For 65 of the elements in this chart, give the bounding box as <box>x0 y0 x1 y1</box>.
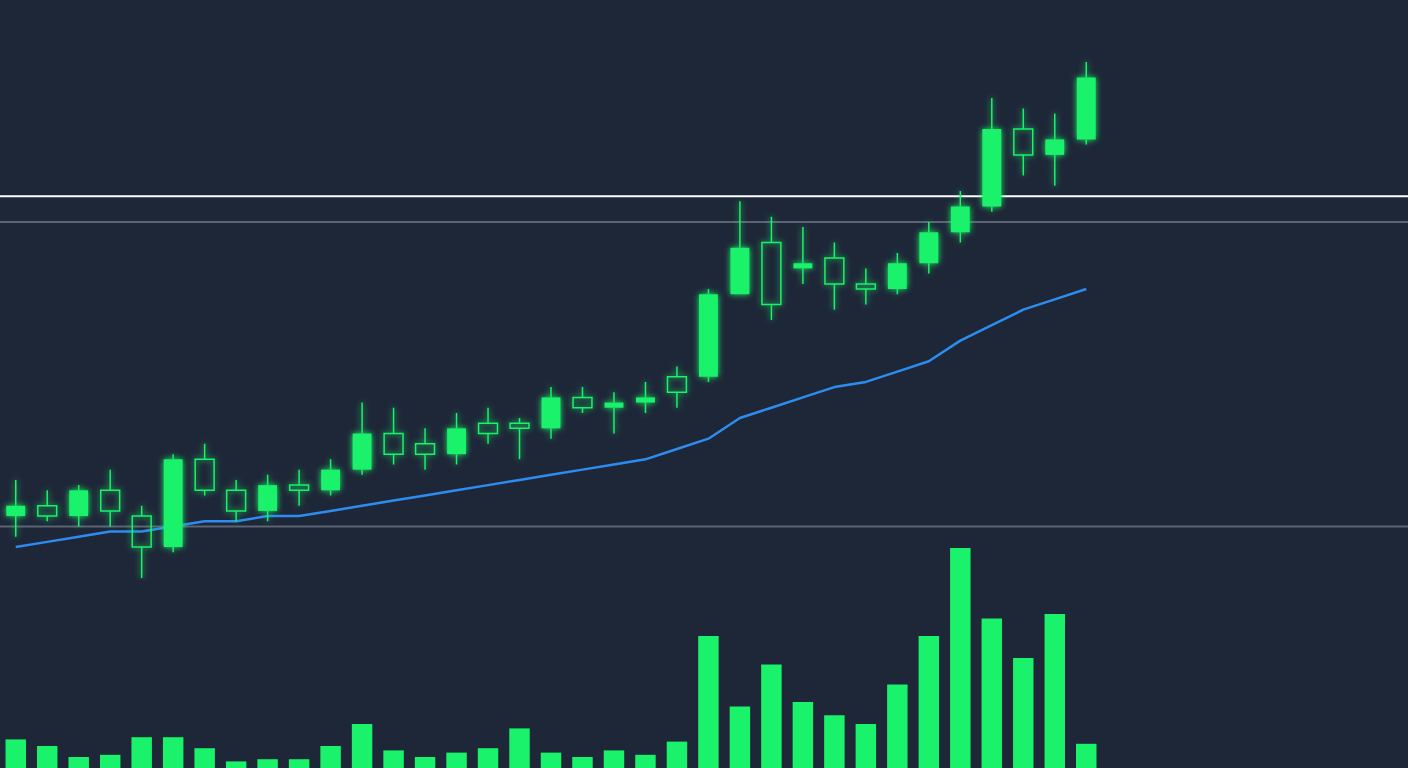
bar <box>698 636 719 768</box>
bar <box>194 748 215 768</box>
bar <box>477 748 499 768</box>
candlestick <box>666 365 688 409</box>
candlestick <box>824 241 845 311</box>
bar <box>414 757 436 768</box>
candlestick <box>950 190 970 244</box>
candlestick <box>541 386 561 440</box>
candlestick <box>352 401 372 476</box>
candlestick <box>100 468 121 528</box>
bar <box>5 739 26 768</box>
bar <box>887 684 908 768</box>
candlestick <box>225 479 247 522</box>
candlestick <box>1013 107 1034 177</box>
candlestick <box>793 226 813 285</box>
bar <box>761 664 782 768</box>
candlestick <box>509 417 530 461</box>
candlestick <box>604 391 624 435</box>
candlestick <box>636 381 655 414</box>
candlestick <box>1076 61 1096 146</box>
candlestick <box>477 406 499 445</box>
bar <box>99 754 121 768</box>
bar <box>603 750 625 768</box>
candlestick <box>131 505 152 579</box>
bar <box>635 754 656 768</box>
bar <box>37 746 58 768</box>
bar <box>351 724 373 768</box>
bar <box>320 746 341 768</box>
bar <box>792 702 814 768</box>
bar <box>131 737 152 768</box>
candlestick <box>414 427 436 471</box>
bar <box>68 757 89 768</box>
bar <box>162 737 184 768</box>
bar <box>509 728 530 768</box>
bar <box>257 759 278 768</box>
candlestick <box>855 267 877 306</box>
bar <box>918 636 940 768</box>
candlestick <box>288 468 310 507</box>
bar <box>288 759 310 768</box>
bar <box>572 757 593 768</box>
bar <box>855 724 877 768</box>
candlestick <box>447 412 466 466</box>
bar <box>1013 658 1034 768</box>
bar <box>950 548 971 768</box>
candlestick <box>383 406 404 466</box>
bar <box>981 618 1003 768</box>
bar <box>1044 614 1065 768</box>
candlestick <box>919 221 939 275</box>
candlestick <box>163 453 183 553</box>
bar <box>824 715 845 768</box>
candlestick <box>761 216 782 321</box>
bar <box>383 750 404 768</box>
bar <box>729 706 751 768</box>
candlestick <box>37 489 58 522</box>
candlestick <box>982 97 1002 213</box>
bar <box>1076 743 1097 768</box>
candlestick <box>6 479 26 538</box>
candlestick <box>258 474 278 522</box>
bar <box>446 752 467 768</box>
bar <box>225 761 247 768</box>
bar <box>666 741 688 768</box>
candlestick <box>730 200 750 295</box>
candlestick <box>194 443 215 497</box>
candlestick <box>1045 112 1065 187</box>
bar <box>540 752 562 768</box>
